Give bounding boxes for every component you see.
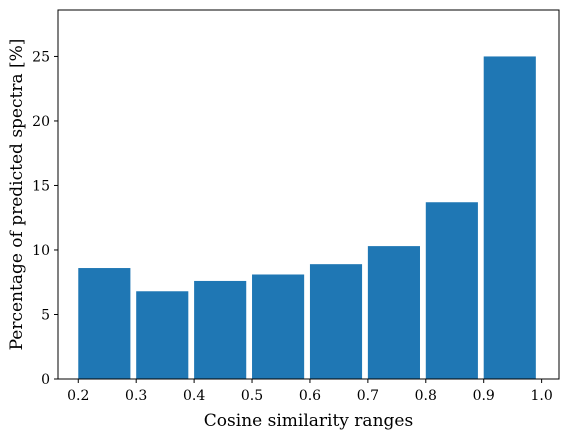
x-tick-label: 0.3 <box>125 388 147 404</box>
y-axis-ticks: 0 5 10 15 20 25 <box>32 49 58 388</box>
bar-0.5-0.6 <box>252 274 305 379</box>
bar-0.3-0.4 <box>136 291 189 379</box>
x-tick-label: 0.4 <box>183 388 205 404</box>
y-tick-label: 0 <box>41 372 50 388</box>
x-tick-label: 0.6 <box>299 388 321 404</box>
bar-0.8-0.9 <box>425 202 478 379</box>
y-tick-label: 10 <box>32 243 50 259</box>
bar-0.7-0.8 <box>367 246 420 379</box>
x-tick-label: 0.2 <box>67 388 89 404</box>
x-tick-label: 0.8 <box>415 388 437 404</box>
y-tick-label: 25 <box>32 49 50 65</box>
x-axis-ticks: 0.2 0.3 0.4 0.5 0.6 0.7 0.8 0.9 1.0 <box>67 379 553 404</box>
y-tick-label: 15 <box>32 178 50 194</box>
bar-0.2-0.3 <box>78 268 131 379</box>
y-tick-label: 20 <box>32 114 50 130</box>
x-axis-label: Cosine similarity ranges <box>204 411 413 431</box>
plot-frame <box>57 9 560 380</box>
bars-layer <box>78 56 536 380</box>
bar-0.9-1.0 <box>483 56 536 380</box>
x-tick-label: 1.0 <box>530 388 552 404</box>
x-tick-label: 0.7 <box>357 388 379 404</box>
y-axis-label: Percentage of predicted spectra [%] <box>7 39 27 351</box>
x-tick-label: 0.5 <box>241 388 263 404</box>
bar-0.4-0.5 <box>194 280 247 379</box>
x-tick-label: 0.9 <box>473 388 495 404</box>
y-tick-label: 5 <box>41 307 50 323</box>
bar-0.6-0.7 <box>309 264 363 379</box>
